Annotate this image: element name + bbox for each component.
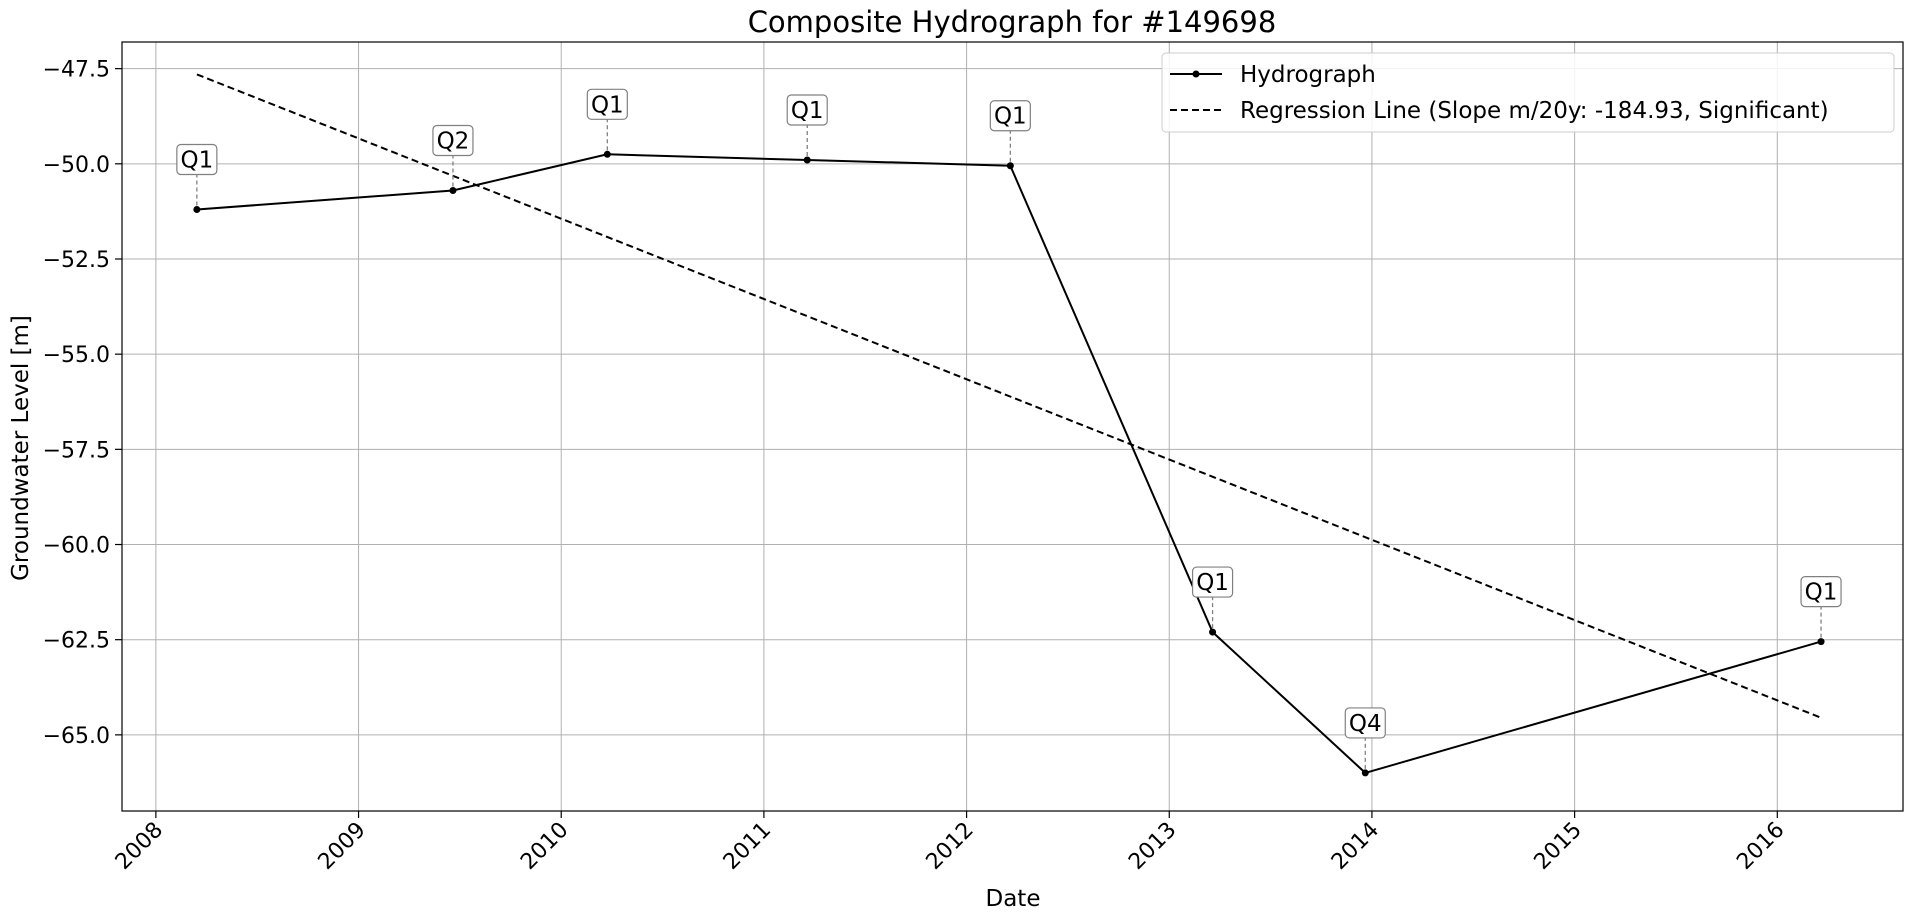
regression-line — [196, 73, 1822, 719]
annotation-box — [1344, 707, 1386, 739]
hydrograph-point — [193, 206, 201, 214]
y-tick-label: −50.0 — [43, 153, 110, 178]
x-tick-label: 2013 — [1124, 818, 1181, 875]
hydrograph-point — [1361, 769, 1369, 777]
series — [193, 73, 1825, 777]
quarter-annotation: Q1 — [176, 143, 218, 206]
quarter-annotation: Q1 — [989, 100, 1031, 162]
x-tick-label: 2010 — [516, 818, 573, 875]
quarter-annotation: Q1 — [786, 94, 828, 157]
annotation-label: Q1 — [1196, 570, 1229, 596]
annotation-label: Q2 — [437, 128, 470, 154]
x-tick-label: 2014 — [1327, 818, 1384, 875]
y-axis-label: Groundwater Level [m] — [8, 315, 34, 581]
x-tick-label: 2011 — [719, 818, 776, 875]
chart-title: Composite Hydrograph for #149698 — [748, 5, 1277, 39]
x-ticks: 2008 2009 2010 2011 2012 2013 2014 2015 2016 — [111, 811, 1790, 875]
y-tick-label: −55.0 — [43, 343, 110, 368]
quarter-annotation: Q1 — [1800, 575, 1842, 638]
annotation-label: Q1 — [591, 92, 624, 118]
legend-box — [1161, 52, 1895, 133]
hydrograph-point — [1209, 628, 1217, 636]
annotation-label: Q4 — [1349, 711, 1382, 737]
legend: Hydrograph Regression Line (Slope m/20y:… — [1161, 52, 1895, 133]
x-tick-label: 2016 — [1732, 818, 1789, 875]
y-tick-label: −57.5 — [43, 438, 110, 463]
annotation-box — [432, 124, 474, 157]
y-tick-label: −47.5 — [43, 58, 110, 83]
annotation-label: Q1 — [180, 148, 213, 174]
annotation-label: Q1 — [791, 98, 824, 124]
y-tick-label: −52.5 — [43, 248, 110, 273]
quarter-annotation: Q2 — [432, 124, 474, 187]
legend-hydrograph-marker — [1192, 70, 1200, 78]
quarter-annotation: Q1 — [586, 88, 628, 151]
hydrograph-point — [1006, 162, 1014, 170]
annotation-box — [176, 143, 218, 176]
y-tick-label: −62.5 — [43, 629, 110, 654]
y-ticks: −47.5 −50.0 −52.5 −55.0 −57.5 −60.0 −62.5 −65.0 — [43, 58, 122, 749]
annotation-box — [786, 94, 828, 126]
annotation-box — [1191, 566, 1234, 598]
annotation-label: Q1 — [1805, 580, 1838, 606]
x-tick-label: 2015 — [1530, 818, 1587, 875]
quarter-annotation: Q4 — [1344, 707, 1386, 769]
hydrograph-point — [449, 186, 457, 194]
annotation-label: Q1 — [994, 104, 1027, 130]
legend-regression-label: Regression Line (Slope m/20y: -184.93, S… — [1240, 98, 1829, 124]
quarter-annotations: Q1 Q2 Q1 Q1 Q1 Q1 Q4 Q1 — [176, 88, 1842, 769]
hydrograph-point — [1817, 638, 1825, 646]
hydrograph-point — [803, 156, 811, 164]
annotation-box — [989, 100, 1031, 132]
x-tick-label: 2012 — [922, 818, 979, 875]
x-axis-label: Date — [986, 886, 1041, 912]
legend-hydrograph-label: Hydrograph — [1240, 62, 1376, 88]
hydrograph-line — [196, 153, 1822, 775]
plot-frame — [121, 41, 1904, 812]
annotation-box — [1800, 575, 1842, 608]
hydrograph-point — [603, 150, 611, 158]
annotation-box — [586, 88, 628, 120]
x-tick-label: 2009 — [314, 818, 371, 875]
x-tick-label: 2008 — [111, 818, 168, 875]
y-tick-label: −65.0 — [43, 724, 110, 749]
y-tick-label: −60.0 — [43, 534, 110, 559]
quarter-annotation: Q1 — [1191, 566, 1234, 629]
